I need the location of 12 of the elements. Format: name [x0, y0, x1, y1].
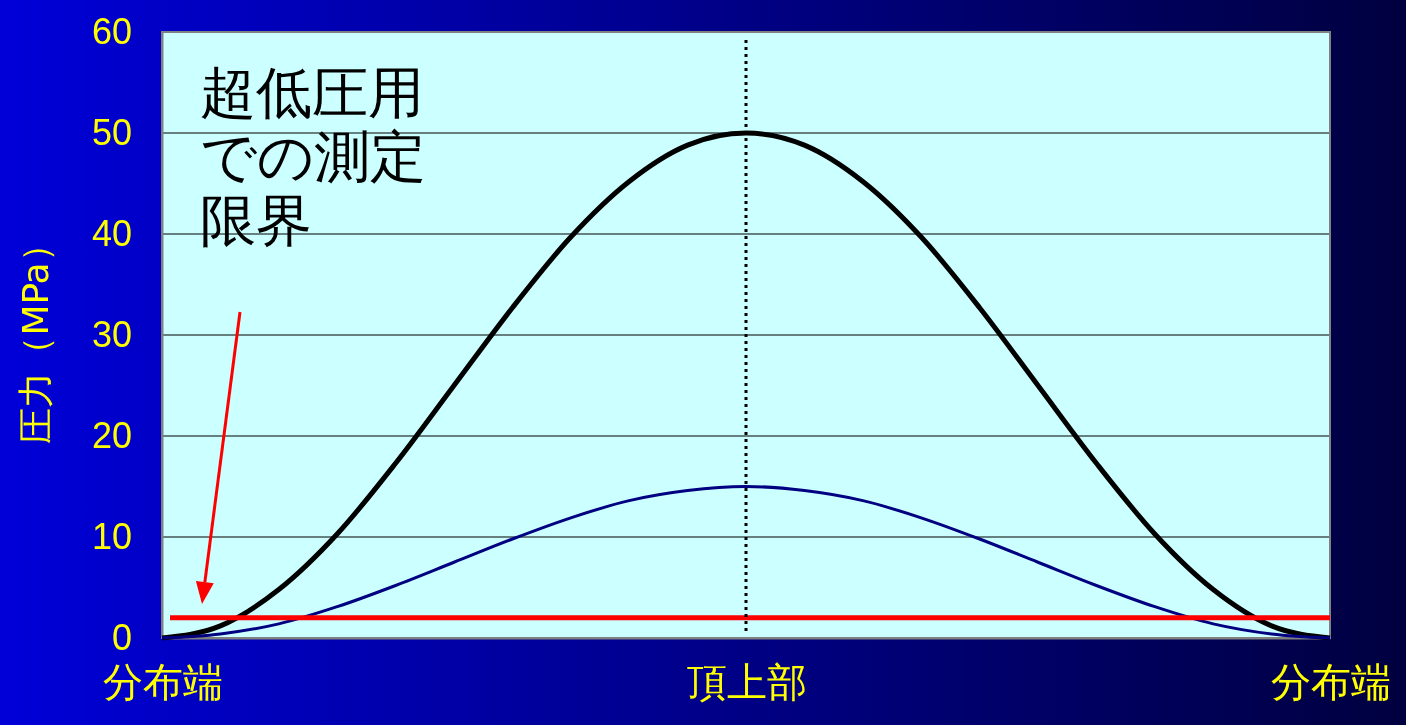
x-tick-label: 頂上部: [686, 660, 807, 705]
y-tick-label: 20: [91, 415, 132, 457]
y-axis-title: 圧力（MPa）: [15, 226, 56, 444]
annotation: 超低圧用での測定限界: [200, 60, 426, 253]
x-tick-label: 分布端: [102, 660, 223, 705]
x-tick-label: 分布端: [1270, 660, 1391, 705]
y-tick-label: 30: [91, 314, 132, 356]
y-tick-label: 60: [91, 11, 132, 53]
y-tick-label: 50: [91, 112, 132, 154]
y-tick-label: 10: [91, 516, 132, 558]
y-tick-label: 40: [91, 213, 132, 255]
y-tick-label: 0: [111, 617, 132, 659]
